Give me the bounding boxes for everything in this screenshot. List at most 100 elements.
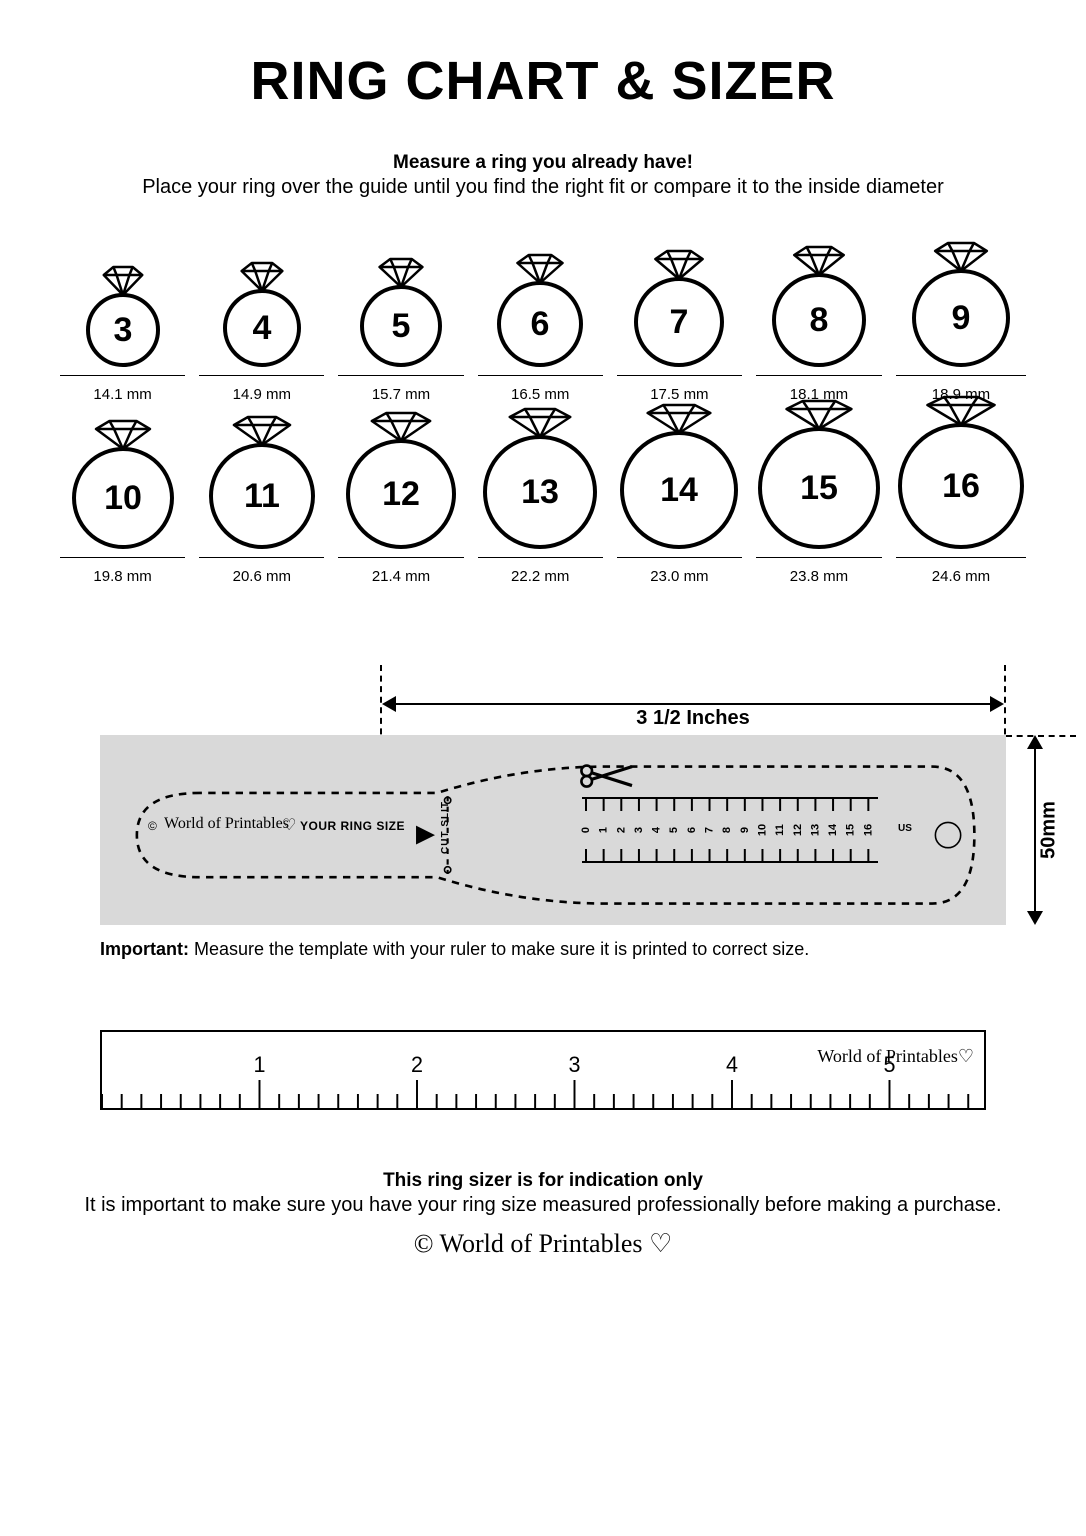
ring-size-number: 16 bbox=[942, 467, 980, 505]
ring-icon: 3 bbox=[84, 265, 162, 369]
ring-size-number: 14 bbox=[660, 471, 698, 509]
ring-icon: 14 bbox=[618, 403, 740, 551]
ring-cell: 6 16.5 mm bbox=[478, 239, 603, 403]
subtitle: Place your ring over the guide until you… bbox=[60, 176, 1026, 199]
ring-icon: 9 bbox=[910, 241, 1012, 369]
footer-brand: © World of Printables ♡ bbox=[60, 1229, 1026, 1259]
footer-text: It is important to make sure you have yo… bbox=[60, 1194, 1026, 1217]
svg-text:11: 11 bbox=[774, 824, 786, 836]
ring-mm-label: 15.7 mm bbox=[372, 386, 430, 403]
us-label: US bbox=[898, 823, 912, 834]
ring-icon: 12 bbox=[344, 411, 458, 551]
page-title: RING CHART & SIZER bbox=[60, 50, 1026, 112]
sizer-scale: 012345678910111213141516 bbox=[580, 797, 880, 863]
svg-text:4: 4 bbox=[726, 1052, 738, 1077]
ring-icon: 10 bbox=[70, 419, 176, 551]
ring-icon: 16 bbox=[896, 395, 1026, 551]
ring-size-number: 11 bbox=[244, 477, 280, 515]
ring-mm-label: 19.8 mm bbox=[93, 568, 151, 585]
ring-mm-label: 21.4 mm bbox=[372, 568, 430, 585]
svg-text:9: 9 bbox=[739, 827, 751, 833]
sizer-strip: © World of Printables ♡ YOUR RING SIZE C… bbox=[100, 735, 1006, 925]
svg-text:12: 12 bbox=[792, 824, 804, 836]
svg-text:7: 7 bbox=[704, 827, 716, 833]
ring-icon: 7 bbox=[632, 249, 726, 369]
ring-mm-label: 23.8 mm bbox=[790, 568, 848, 585]
ring-size-number: 8 bbox=[810, 301, 829, 339]
footer-bold: This ring sizer is for indication only bbox=[60, 1170, 1026, 1192]
svg-text:1: 1 bbox=[254, 1052, 266, 1077]
svg-text:3: 3 bbox=[569, 1052, 581, 1077]
footer: This ring sizer is for indication only I… bbox=[60, 1170, 1026, 1259]
ring-cell: 10 19.8 mm bbox=[60, 421, 185, 585]
svg-text:1: 1 bbox=[598, 827, 610, 833]
ring-size-grid: 3 14.1 mm 4 14.9 mm bbox=[60, 239, 1026, 585]
important-note: Important: Measure the template with you… bbox=[100, 939, 1006, 960]
sizer-area: 3 1/2 Inches bbox=[100, 665, 1006, 960]
ring-cell: 11 20.6 mm bbox=[199, 421, 324, 585]
ring-mm-label: 20.6 mm bbox=[233, 568, 291, 585]
copyright-mark: © bbox=[148, 819, 157, 833]
svg-text:13: 13 bbox=[809, 824, 821, 836]
ring-size-number: 3 bbox=[113, 311, 132, 349]
ring-size-number: 9 bbox=[952, 299, 971, 337]
ruler-wrap: World of Printables♡ 12345 bbox=[100, 1030, 986, 1110]
svg-text:2: 2 bbox=[615, 827, 627, 833]
ring-mm-label: 14.9 mm bbox=[233, 386, 291, 403]
ring-icon: 11 bbox=[207, 415, 317, 551]
ring-size-number: 6 bbox=[531, 305, 550, 343]
ring-cell: 12 21.4 mm bbox=[338, 421, 463, 585]
svg-text:3: 3 bbox=[633, 827, 645, 833]
your-ring-size-label: YOUR RING SIZE bbox=[300, 819, 405, 833]
ring-size-number: 7 bbox=[670, 303, 689, 341]
svg-text:16: 16 bbox=[862, 824, 874, 836]
ring-cell: 7 17.5 mm bbox=[617, 239, 742, 403]
ring-cell: 4 14.9 mm bbox=[199, 239, 324, 403]
page: RING CHART & SIZER Measure a ring you al… bbox=[0, 0, 1086, 1289]
svg-text:4: 4 bbox=[651, 826, 663, 833]
ring-mm-label: 17.5 mm bbox=[650, 386, 708, 403]
ring-cell: 8 18.1 mm bbox=[756, 239, 882, 403]
ring-cell: 15 23.8 mm bbox=[756, 421, 882, 585]
ring-size-number: 13 bbox=[521, 473, 559, 511]
ring-cell: 16 24.6 mm bbox=[896, 421, 1026, 585]
ring-icon: 15 bbox=[756, 399, 882, 551]
ring-icon: 8 bbox=[770, 245, 868, 369]
svg-text:8: 8 bbox=[721, 827, 733, 833]
ring-icon: 5 bbox=[358, 257, 444, 369]
ruler: World of Printables♡ 12345 bbox=[100, 1030, 986, 1110]
ring-icon: 6 bbox=[495, 253, 585, 369]
ring-mm-label: 22.2 mm bbox=[511, 568, 569, 585]
cut-slit-label: CUT SLIT bbox=[440, 801, 451, 854]
svg-text:0: 0 bbox=[580, 827, 592, 833]
ring-size-number: 15 bbox=[800, 469, 838, 507]
ring-cell: 14 23.0 mm bbox=[617, 421, 742, 585]
width-guide: 3 1/2 Inches bbox=[380, 665, 1006, 735]
ring-mm-label: 14.1 mm bbox=[93, 386, 151, 403]
svg-text:5: 5 bbox=[884, 1052, 896, 1077]
ring-cell: 9 18.9 mm bbox=[896, 239, 1026, 403]
svg-text:14: 14 bbox=[827, 823, 839, 836]
important-text: Measure the template with your ruler to … bbox=[189, 939, 809, 959]
ring-mm-label: 23.0 mm bbox=[650, 568, 708, 585]
ring-icon: 4 bbox=[221, 261, 303, 369]
important-label: Important: bbox=[100, 939, 189, 959]
svg-text:2: 2 bbox=[411, 1052, 423, 1077]
ring-size-number: 12 bbox=[382, 475, 420, 513]
ring-size-number: 5 bbox=[392, 307, 411, 345]
subtitle-bold: Measure a ring you already have! bbox=[60, 152, 1026, 174]
ring-cell: 13 22.2 mm bbox=[478, 421, 603, 585]
ring-size-number: 4 bbox=[252, 309, 271, 347]
ring-cell: 3 14.1 mm bbox=[60, 239, 185, 403]
svg-text:5: 5 bbox=[668, 827, 680, 833]
ring-mm-label: 16.5 mm bbox=[511, 386, 569, 403]
ring-cell: 5 15.7 mm bbox=[338, 239, 463, 403]
height-label: 50mm bbox=[1038, 801, 1061, 859]
svg-text:15: 15 bbox=[845, 824, 857, 836]
svg-text:6: 6 bbox=[686, 827, 698, 833]
strip-brand: World of Printables bbox=[164, 815, 289, 833]
ring-mm-label: 24.6 mm bbox=[932, 568, 990, 585]
ring-size-number: 10 bbox=[104, 479, 142, 517]
ring-icon: 13 bbox=[481, 407, 599, 551]
width-label: 3 1/2 Inches bbox=[626, 707, 759, 730]
